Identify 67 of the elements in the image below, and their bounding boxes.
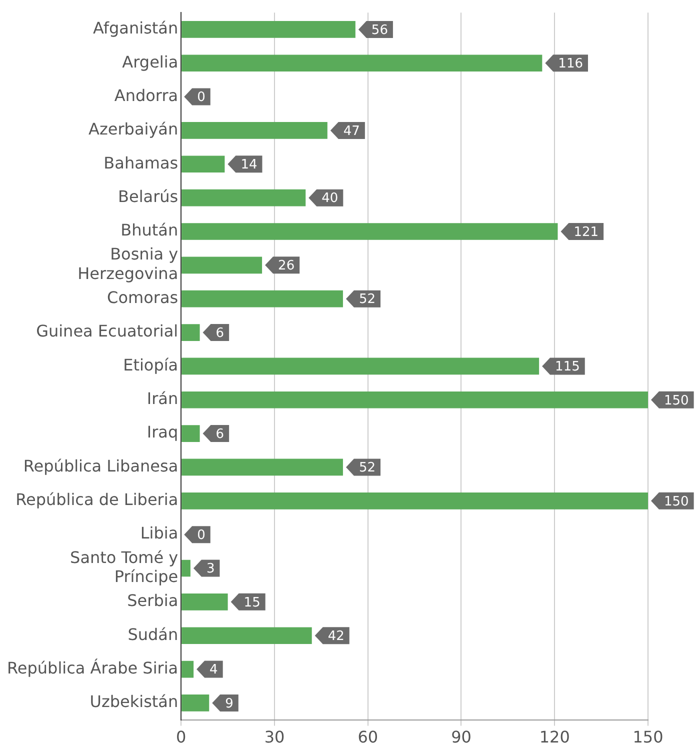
y-tick-label: Afganistán: [93, 18, 178, 38]
y-tick-label: Etiopía: [123, 355, 178, 374]
y-tick-label: Comoras: [107, 288, 178, 308]
data-label: 9: [225, 696, 234, 712]
bar: [182, 594, 228, 610]
bar: [182, 560, 190, 577]
y-tick-label: Sudán: [128, 624, 178, 644]
bar: [182, 122, 328, 139]
bar: [182, 492, 648, 510]
y-tick-label: Santo Tomé y Príncipe: [70, 548, 178, 586]
bar: [182, 391, 648, 408]
y-tick-label: República Libanesa: [23, 456, 178, 476]
y-tick-label: Irán: [146, 389, 178, 408]
bar: [182, 458, 343, 476]
bar: [182, 627, 312, 644]
data-label: 0: [197, 90, 206, 106]
bar: [182, 156, 225, 173]
data-label: 42: [328, 628, 344, 644]
bar: [182, 256, 262, 274]
bar: [182, 358, 540, 375]
data-label: 56: [371, 22, 388, 38]
x-tick-label: 30: [264, 728, 285, 747]
data-label: 115: [555, 360, 580, 375]
x-tick-label: 150: [632, 728, 664, 747]
bar: [182, 324, 200, 341]
y-tick-label: Bosnia y Herzegovina: [78, 244, 178, 283]
y-tick-label: Bhután: [120, 220, 178, 240]
bar: [182, 660, 194, 678]
data-label: 116: [558, 56, 583, 72]
data-label: 52: [358, 460, 376, 476]
data-label: 121: [574, 224, 599, 240]
bar: [182, 290, 343, 308]
data-label: 6: [216, 426, 224, 442]
data-label: 40: [322, 191, 338, 206]
y-tick-label: Argelia: [122, 52, 178, 72]
x-tick-label: 60: [358, 728, 378, 747]
x-tick-label: 90: [451, 728, 472, 747]
y-tick-label: Uzbekistán: [90, 692, 178, 712]
data-label: 26: [278, 258, 295, 274]
data-label: 14: [240, 158, 258, 173]
data-label: 3: [206, 562, 215, 577]
bar: [182, 223, 558, 240]
y-tick-label: República Árabe Siria: [6, 658, 178, 678]
y-tick-label: Serbia: [127, 591, 178, 610]
y-tick-label: República de Liberia: [16, 490, 178, 510]
y-tick-label: Bahamas: [104, 153, 178, 172]
data-label: 4: [210, 662, 218, 678]
x-tick-label: 0: [176, 728, 186, 747]
data-label: 47: [343, 124, 360, 139]
bar: [182, 189, 306, 206]
y-tick-label: Andorra: [114, 86, 178, 105]
y-tick-label: Azerbaiyán: [88, 120, 178, 139]
y-tick-label: Iraq: [146, 422, 178, 442]
data-label: 52: [358, 292, 376, 308]
bar: [182, 694, 210, 712]
bar: [182, 21, 356, 38]
x-tick-label: 120: [539, 728, 570, 747]
y-tick-label: Belarús: [118, 186, 178, 206]
data-label: 15: [244, 595, 260, 610]
data-label: 150: [664, 494, 689, 510]
data-label: 6: [216, 326, 224, 341]
y-tick-label: Libia: [140, 524, 178, 543]
y-tick-label: Guinea Ecuatorial: [36, 322, 178, 341]
data-label: 150: [664, 393, 689, 408]
bar: [182, 54, 542, 72]
data-label: 0: [197, 528, 206, 543]
bar: [182, 425, 200, 442]
